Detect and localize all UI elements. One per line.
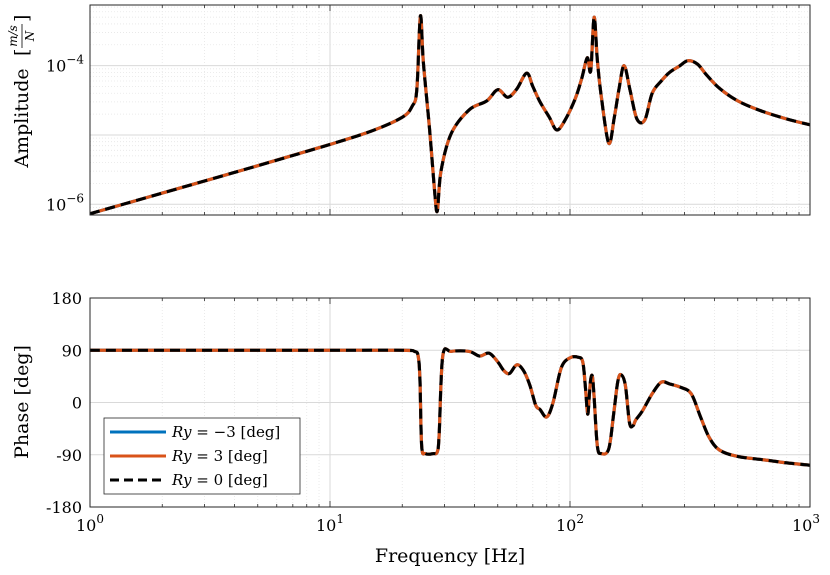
phase-axes-box <box>89 297 811 508</box>
amplitude-ylabel: Amplitude m/s N [ ] <box>6 15 37 169</box>
phase-ylabel: Phase [deg] <box>11 345 33 459</box>
phase-ytick-label: 0 <box>72 394 82 413</box>
amplitude-ytick-labels: 10−6 10−4 <box>46 53 84 215</box>
frequency-xlabel: Frequency [Hz] <box>375 545 525 567</box>
legend-label-ry-3: Ry = 3 [deg] <box>171 447 268 465</box>
phase-ytick-label: -180 <box>46 498 82 517</box>
phase-xtick-label: 101 <box>316 512 344 535</box>
phase-panel: -180 -90 0 90 180 100 101 102 103 Phase [deg] F… <box>11 289 820 567</box>
phase-ytick-labels: -180 -90 0 90 180 <box>46 289 82 517</box>
amplitude-ytick-label: 10−6 <box>46 191 84 214</box>
amplitude-series-line-2 <box>90 14 810 215</box>
legend-label-ry-0: Ry = 0 [deg] <box>171 471 268 489</box>
amplitude-ytick-label: 10−4 <box>46 53 84 76</box>
phase-ytick-label: 180 <box>51 289 82 308</box>
svg-text:]: ] <box>11 15 33 22</box>
phase-series-line-2 <box>90 347 810 467</box>
phase-ytick-label: -90 <box>56 446 82 465</box>
amplitude-panel: 10−6 10−4 Amplitude m/s N [ ] <box>6 4 811 216</box>
phase-xtick-labels: 100 101 102 103 <box>76 512 820 535</box>
amplitude-ylabel-main: Amplitude <box>11 68 33 168</box>
amplitude-axes-box <box>89 4 811 216</box>
phase-xtick-label: 103 <box>792 512 820 535</box>
svg-text:Amplitude: Amplitude <box>11 68 33 168</box>
legend-label-ry-minus3: Ry = −3 [deg] <box>171 423 280 441</box>
legend: Ry = −3 [deg] Ry = 3 [deg] Ry = 0 [deg] <box>103 417 301 495</box>
phase-ytick-label: 90 <box>62 341 82 360</box>
amplitude-unit-denominator: N <box>23 30 37 42</box>
svg-text:[: [ <box>11 49 33 56</box>
phase-xtick-label: 100 <box>76 512 104 535</box>
phase-xtick-label: 102 <box>556 512 584 535</box>
phase-lines <box>90 347 810 467</box>
amplitude-unit-numerator: m/s <box>6 25 20 47</box>
amplitude-lines <box>90 14 810 215</box>
